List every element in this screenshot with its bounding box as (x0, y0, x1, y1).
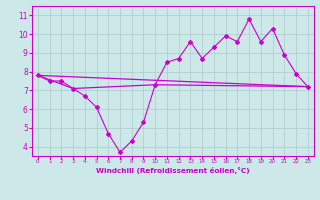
X-axis label: Windchill (Refroidissement éolien,°C): Windchill (Refroidissement éolien,°C) (96, 167, 250, 174)
